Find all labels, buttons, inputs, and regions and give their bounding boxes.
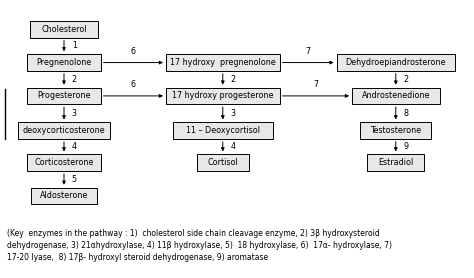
- Text: 7: 7: [306, 47, 310, 56]
- Text: 8: 8: [404, 109, 409, 118]
- FancyBboxPatch shape: [30, 21, 99, 38]
- Text: 6: 6: [131, 80, 136, 89]
- FancyBboxPatch shape: [173, 122, 273, 139]
- FancyBboxPatch shape: [27, 88, 100, 104]
- Text: Pregnenolone: Pregnenolone: [36, 58, 91, 67]
- Text: Androstenedione: Androstenedione: [362, 91, 430, 100]
- Text: 2: 2: [404, 75, 409, 84]
- Text: 6: 6: [131, 47, 136, 56]
- Text: 5: 5: [72, 175, 77, 184]
- FancyBboxPatch shape: [352, 88, 439, 104]
- FancyBboxPatch shape: [18, 122, 110, 139]
- Text: 7: 7: [313, 80, 319, 89]
- FancyBboxPatch shape: [166, 54, 280, 71]
- Text: 3: 3: [72, 109, 77, 118]
- Text: 17 hydroxy progesterone: 17 hydroxy progesterone: [172, 91, 273, 100]
- Text: 4: 4: [231, 142, 236, 151]
- Text: Dehydroepiandrosterone: Dehydroepiandrosterone: [346, 58, 446, 67]
- FancyBboxPatch shape: [197, 154, 249, 171]
- Text: 9: 9: [404, 142, 409, 151]
- Text: Cholesterol: Cholesterol: [41, 25, 87, 34]
- Text: 11 – Deoxycortisol: 11 – Deoxycortisol: [186, 126, 260, 135]
- Text: deoxycorticosterone: deoxycorticosterone: [23, 126, 105, 135]
- FancyBboxPatch shape: [31, 188, 97, 204]
- FancyBboxPatch shape: [27, 54, 100, 71]
- FancyBboxPatch shape: [337, 54, 455, 71]
- FancyBboxPatch shape: [27, 154, 100, 171]
- Text: Testosterone: Testosterone: [370, 126, 421, 135]
- Text: 1: 1: [72, 41, 77, 50]
- FancyBboxPatch shape: [166, 88, 280, 104]
- Text: 4: 4: [72, 142, 77, 151]
- Text: 3: 3: [231, 109, 236, 118]
- Text: Progesterone: Progesterone: [37, 91, 91, 100]
- Text: Corticosterone: Corticosterone: [34, 158, 94, 167]
- Text: 2: 2: [72, 75, 77, 84]
- Text: Cortisol: Cortisol: [208, 158, 238, 167]
- Text: Estradiol: Estradiol: [378, 158, 413, 167]
- Text: 17 hydroxy  pregnenolone: 17 hydroxy pregnenolone: [170, 58, 276, 67]
- Text: (Key  enzymes in the pathway : 1)  cholesterol side chain cleavage enzyme, 2) 3β: (Key enzymes in the pathway : 1) cholest…: [7, 229, 392, 262]
- Text: 2: 2: [231, 75, 236, 84]
- FancyBboxPatch shape: [367, 154, 424, 171]
- FancyBboxPatch shape: [360, 122, 431, 139]
- Text: Aldosterone: Aldosterone: [40, 192, 88, 200]
